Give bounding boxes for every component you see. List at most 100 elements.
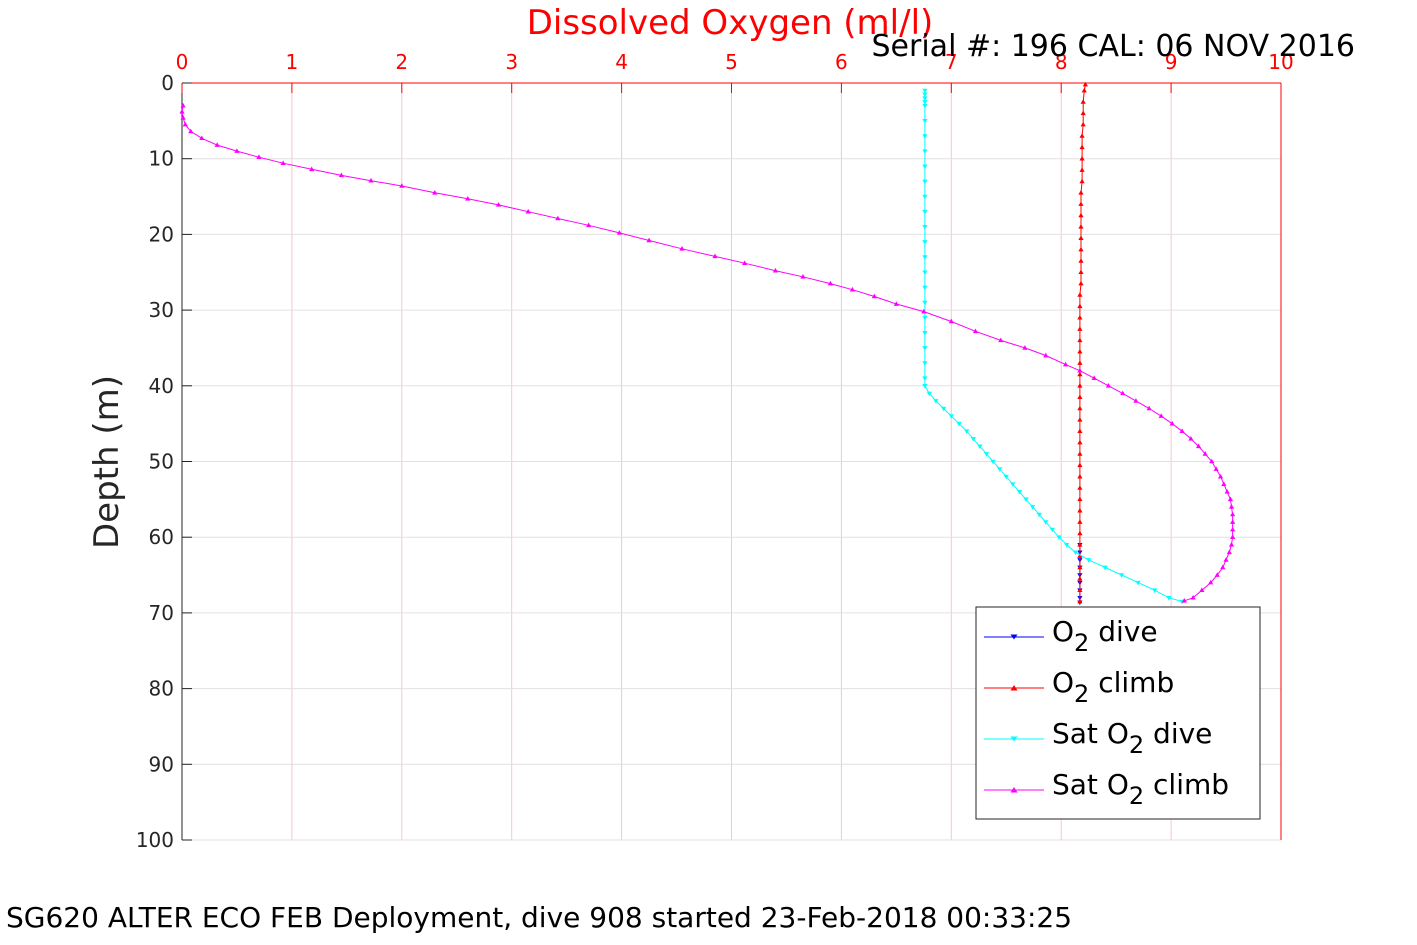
data-point-o2_climb — [1077, 587, 1083, 592]
data-point-o2_climb — [1079, 178, 1085, 184]
data-point-sat_o2_climb — [1213, 466, 1219, 471]
data-point-sat_o2_climb — [827, 280, 834, 286]
data-point-o2_climb — [1077, 360, 1083, 365]
x-tick-label: 0 — [176, 50, 189, 74]
data-point-o2_climb — [1081, 87, 1087, 93]
data-point-sat_o2_dive — [922, 285, 928, 291]
data-point-sat_o2_dive — [948, 414, 954, 419]
data-point-sat_o2_dive — [933, 399, 939, 404]
data-point-o2_climb — [1077, 473, 1083, 479]
data-point-sat_o2_climb — [338, 172, 344, 178]
data-point-sat_o2_dive — [922, 100, 928, 105]
data-point-sat_o2_dive — [922, 119, 928, 124]
data-point-sat_o2_climb — [1202, 451, 1208, 456]
x-tick-label: 10 — [1268, 50, 1293, 74]
data-point-sat_o2_dive — [1072, 550, 1079, 556]
data-point-sat_o2_dive — [997, 467, 1003, 472]
legend-marker-sat-o2-dive — [1010, 736, 1018, 742]
y-tick-label: 70 — [149, 601, 174, 625]
data-point-sat_o2_climb — [772, 267, 779, 273]
legend-entry-o2-dive: O2 dive — [984, 615, 1158, 657]
data-point-sat_o2_climb — [646, 237, 652, 243]
legend: O2 dive O2 climb Sat O2 dive Sat O2 clim… — [975, 606, 1261, 820]
data-point-o2_climb — [1077, 337, 1083, 343]
data-point-sat_o2_climb — [280, 160, 286, 166]
data-point-o2_climb — [1082, 81, 1088, 87]
series-line-sat_o2_climb — [181, 105, 1234, 602]
data-point-o2_climb — [1078, 246, 1084, 252]
x-tick-label: 3 — [505, 50, 518, 74]
data-point-sat_o2_dive — [941, 406, 947, 412]
data-point-o2_climb — [1077, 553, 1083, 558]
data-point-sat_o2_climb — [1195, 443, 1202, 449]
series-layer — [179, 81, 1236, 606]
data-point-sat_o2_climb — [586, 222, 592, 228]
data-point-o2_climb — [1080, 121, 1086, 127]
data-point-sat_o2_climb — [1230, 519, 1236, 524]
data-point-sat_o2_climb — [525, 208, 531, 214]
legend-label-sat-o2-climb: Sat O2 climb — [1052, 768, 1229, 810]
x-tick-label: 7 — [945, 50, 958, 74]
data-point-sat_o2_dive — [922, 103, 928, 109]
data-point-sat_o2_climb — [465, 196, 471, 201]
data-point-sat_o2_climb — [555, 215, 561, 221]
data-point-sat_o2_climb — [234, 148, 240, 153]
data-point-sat_o2_dive — [922, 194, 928, 200]
legend-label-o2-dive: O2 dive — [1052, 615, 1158, 657]
data-point-sat_o2_climb — [399, 183, 405, 188]
data-point-sat_o2_dive — [922, 270, 928, 276]
legend-label-sat-o2-dive: Sat O2 dive — [1052, 717, 1212, 759]
data-point-sat_o2_climb — [742, 260, 748, 265]
y-tick-label: 30 — [149, 298, 174, 322]
data-point-o2_climb — [1080, 99, 1086, 104]
data-point-sat_o2_climb — [495, 202, 502, 207]
data-point-sat_o2_dive — [1049, 527, 1056, 533]
y-tick-label: 60 — [149, 525, 174, 549]
data-point-sat_o2_climb — [1220, 564, 1226, 570]
data-point-sat_o2_climb — [309, 166, 315, 172]
data-point-sat_o2_climb — [972, 328, 979, 334]
data-point-sat_o2_dive — [1023, 497, 1029, 503]
x-tick-label: 1 — [286, 50, 299, 74]
data-point-sat_o2_climb — [800, 273, 806, 279]
data-point-sat_o2_dive — [970, 436, 976, 442]
data-point-o2_climb — [1077, 394, 1083, 399]
data-point-sat_o2_climb — [1217, 473, 1224, 479]
data-point-sat_o2_dive — [983, 452, 990, 457]
legend-marker-o2-climb — [1010, 685, 1018, 691]
legend-marker-sat-o2-climb — [1010, 787, 1018, 793]
footer-text: SG620 ALTER ECO FEB Deployment, dive 908… — [6, 901, 1072, 934]
data-point-sat_o2_dive — [922, 300, 928, 306]
data-point-sat_o2_dive — [1102, 565, 1108, 571]
data-point-sat_o2_dive — [1043, 520, 1049, 525]
y-tick-label: 80 — [149, 677, 174, 701]
series-o2_climb — [1077, 81, 1088, 604]
top-axis-label: Dissolved Oxygen (ml/l) — [527, 3, 934, 43]
data-point-sat_o2_climb — [1221, 481, 1227, 487]
data-point-sat_o2_climb — [1230, 534, 1236, 539]
data-point-o2_climb — [1077, 326, 1083, 331]
legend-marker-o2-dive — [1010, 634, 1018, 640]
legend-label-o2-climb: O2 climb — [1052, 666, 1174, 708]
data-point-o2_climb — [1077, 519, 1083, 524]
data-point-sat_o2_climb — [679, 245, 685, 251]
data-point-sat_o2_climb — [871, 293, 877, 299]
data-point-sat_o2_dive — [922, 96, 928, 101]
data-point-o2_climb — [1077, 507, 1083, 513]
data-point-sat_o2_dive — [1166, 595, 1172, 601]
data-point-sat_o2_dive — [1036, 512, 1042, 518]
data-point-sat_o2_climb — [1209, 458, 1215, 464]
data-point-o2_climb — [1078, 269, 1084, 275]
data-point-o2_climb — [1077, 314, 1083, 320]
data-point-sat_o2_dive — [922, 331, 928, 336]
data-point-sat_o2_dive — [1135, 580, 1141, 586]
data-point-sat_o2_climb — [1227, 496, 1234, 502]
data-point-sat_o2_climb — [998, 337, 1004, 343]
data-point-sat_o2_dive — [1056, 535, 1062, 540]
x-tick-label: 5 — [725, 50, 738, 74]
data-point-sat_o2_climb — [616, 230, 623, 235]
data-point-sat_o2_climb — [1188, 435, 1194, 441]
data-point-o2_climb — [1079, 144, 1085, 150]
data-point-sat_o2_climb — [712, 253, 718, 259]
data-point-o2_climb — [1077, 417, 1083, 422]
